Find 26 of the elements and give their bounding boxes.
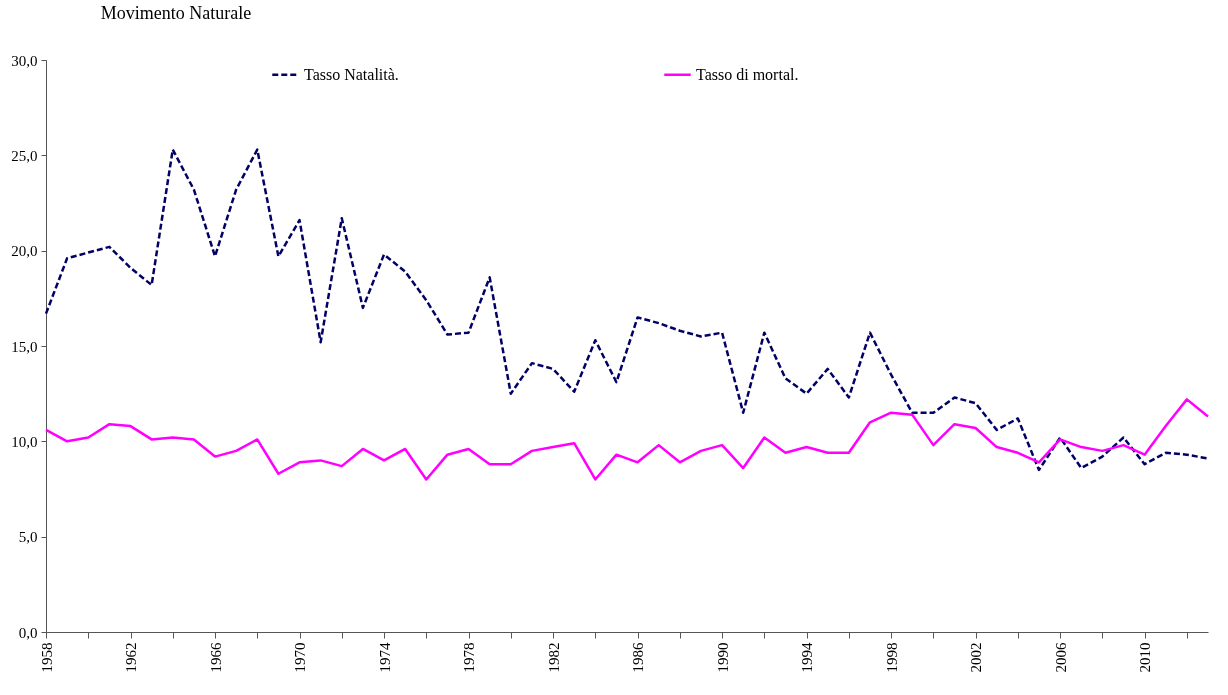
- x-tick-label: 2006: [1052, 642, 1069, 673]
- y-tick-label: 20,0: [11, 243, 38, 260]
- legend-label: Tasso Natalità.: [304, 65, 399, 83]
- y-tick-label: 30,0: [11, 52, 38, 69]
- x-tick-label: 1986: [630, 642, 647, 673]
- y-tick-label: 10,0: [11, 433, 38, 450]
- x-tick-label: 1998: [883, 642, 900, 673]
- line-series: [44, 398, 1210, 481]
- x-tick-label: 1978: [461, 642, 478, 673]
- y-tick-label: 25,0: [11, 147, 38, 164]
- x-tick-label: 1994: [799, 642, 816, 673]
- x-tick-label: 2010: [1137, 642, 1154, 673]
- x-tick-label: 1966: [207, 642, 224, 673]
- x-tick-label: 1962: [123, 642, 140, 673]
- chart-title: Movimento Naturale: [100, 3, 252, 23]
- y-tick-label: 0,0: [18, 624, 38, 641]
- x-tick-label: 1990: [714, 642, 731, 673]
- legend-label: Tasso di mortal.: [696, 65, 799, 83]
- x-tick-label: 1974: [376, 642, 393, 673]
- x-tick-label: 1970: [292, 642, 309, 673]
- x-tick-label: 1958: [38, 642, 55, 673]
- line-series: [44, 148, 1210, 472]
- y-tick-label: 5,0: [18, 529, 38, 546]
- x-tick-label: 2002: [968, 642, 985, 673]
- x-tick-label: 1982: [545, 642, 562, 673]
- y-tick-label: 15,0: [11, 338, 38, 355]
